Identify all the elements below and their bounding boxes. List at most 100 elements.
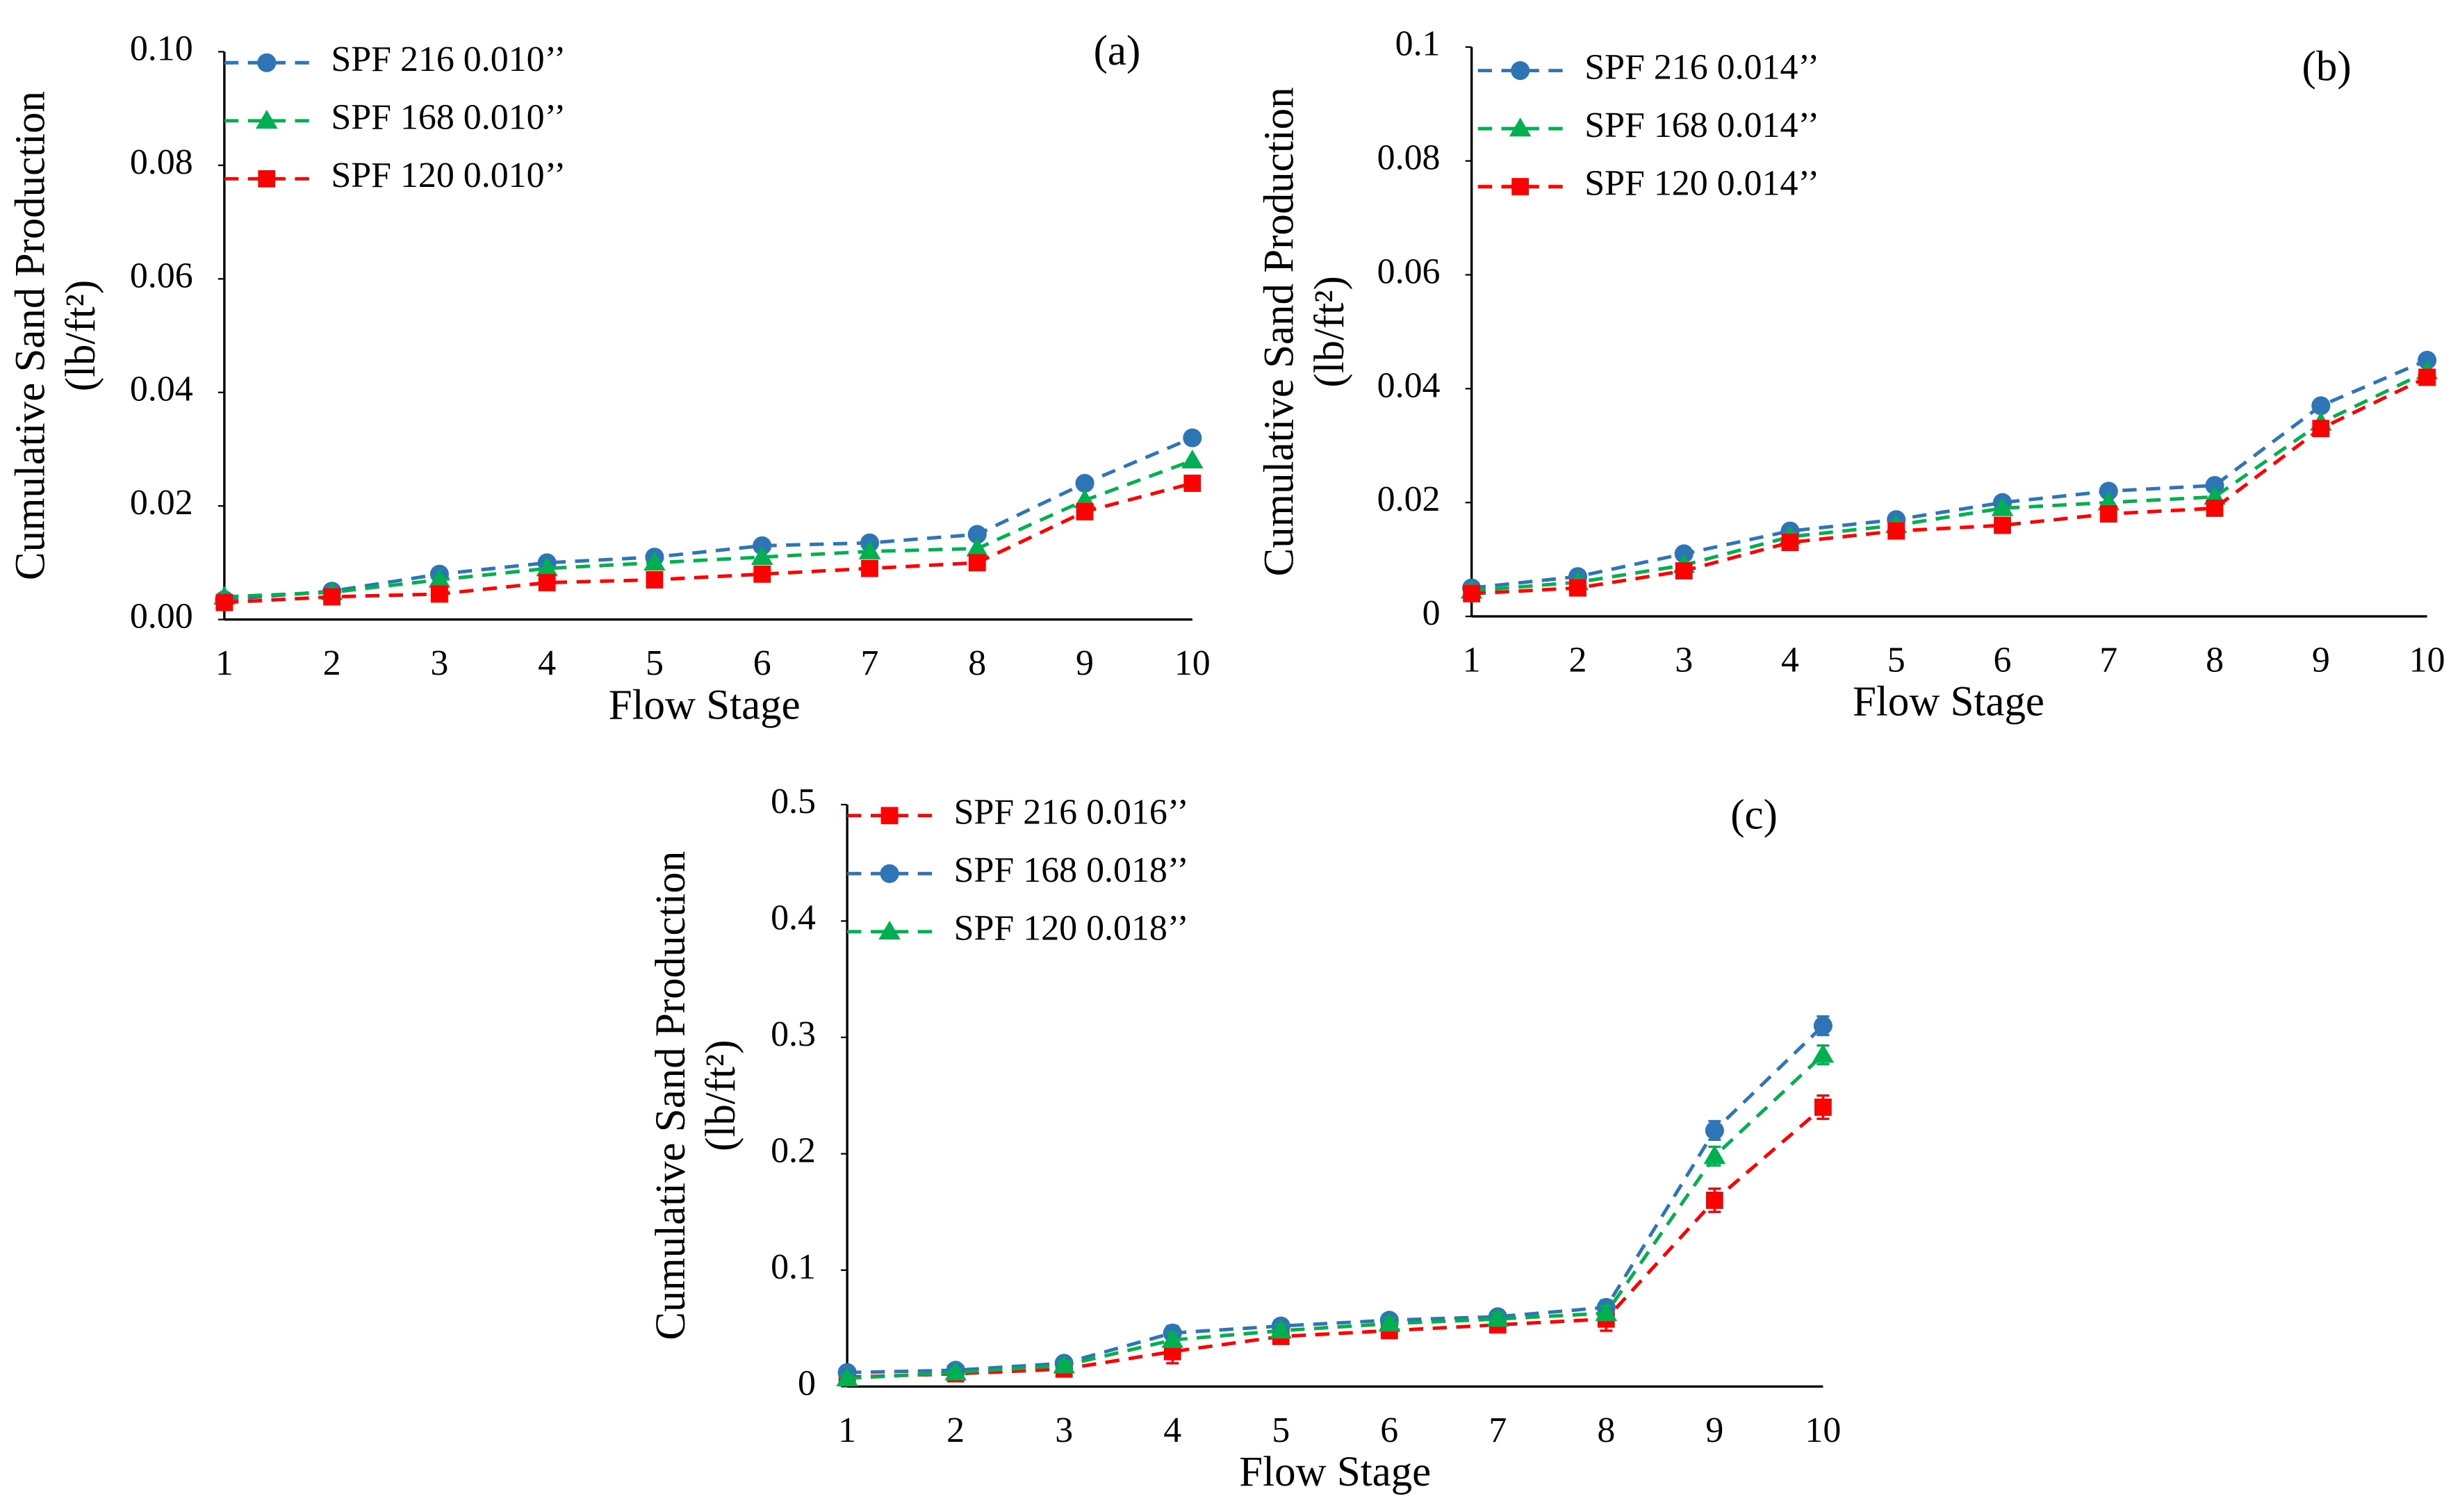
y-axis-label: (lb/ft²) xyxy=(1306,276,1353,387)
panel-label: (a) xyxy=(1094,28,1141,74)
x-tick-label: 8 xyxy=(2206,641,2224,680)
series-line xyxy=(1471,375,2428,595)
marker xyxy=(430,585,448,603)
x-tick-label: 9 xyxy=(1076,643,1094,683)
marker xyxy=(428,568,451,588)
legend-label: SPF 216 0.016’’ xyxy=(954,793,1189,832)
marker xyxy=(1053,1354,1075,1374)
y-tick-label: 0.02 xyxy=(130,483,193,523)
marker xyxy=(538,574,556,591)
x-tick-label: 2 xyxy=(1568,641,1586,680)
x-tick-label: 2 xyxy=(323,643,341,683)
y-tick-label: 0.06 xyxy=(130,256,193,295)
x-tick-label: 1 xyxy=(215,643,233,683)
marker xyxy=(1183,475,1202,492)
y-tick-label: 0 xyxy=(1422,593,1441,633)
x-tick-label: 8 xyxy=(1597,1411,1615,1450)
x-tick-label: 10 xyxy=(2409,641,2445,680)
legend-marker xyxy=(880,807,899,825)
x-tick-label: 3 xyxy=(1675,641,1693,680)
x-tick-label: 5 xyxy=(646,643,664,683)
marker xyxy=(836,1367,858,1386)
x-tick-label: 5 xyxy=(1887,641,1905,680)
x-tick-label: 6 xyxy=(1994,641,2012,680)
marker xyxy=(966,537,989,557)
y-tick-label: 0.02 xyxy=(1377,479,1441,519)
marker xyxy=(1781,534,1799,551)
y-tick-label: 0.1 xyxy=(1395,24,1441,64)
series-line xyxy=(847,1024,1825,1374)
marker xyxy=(944,1361,967,1381)
marker xyxy=(861,559,878,577)
legend-label: SPF 120 0.018’’ xyxy=(954,909,1189,948)
legend-marker xyxy=(255,110,278,129)
series-line xyxy=(846,1053,1825,1381)
x-tick-label: 10 xyxy=(1174,643,1211,683)
legend-marker xyxy=(880,864,899,883)
marker xyxy=(1181,450,1204,469)
x-tick-label: 7 xyxy=(2099,641,2117,680)
marker xyxy=(1812,1044,1835,1063)
marker xyxy=(1183,428,1202,447)
marker xyxy=(2418,368,2436,386)
y-tick-label: 0 xyxy=(798,1363,816,1403)
marker xyxy=(1887,522,1905,540)
y-tick-label: 0.04 xyxy=(1377,365,1441,405)
marker xyxy=(1161,1329,1184,1348)
x-tick-label: 3 xyxy=(430,643,448,683)
x-tick-label: 2 xyxy=(946,1411,965,1450)
y-tick-label: 0.06 xyxy=(1377,252,1441,291)
x-tick-label: 4 xyxy=(1781,641,1799,680)
series-line xyxy=(224,482,1193,605)
marker xyxy=(1991,497,2014,516)
y-tick-label: 0.08 xyxy=(130,142,193,182)
marker xyxy=(646,571,664,589)
marker xyxy=(753,536,772,555)
x-tick-label: 7 xyxy=(861,643,879,683)
legend-marker xyxy=(1511,178,1530,196)
y-axis-label: (lb/ft²) xyxy=(698,1040,744,1151)
marker xyxy=(1463,584,1481,602)
marker xyxy=(1378,1313,1401,1332)
legend-label: SPF 168 0.010’’ xyxy=(331,98,566,138)
series-line xyxy=(1471,370,2428,593)
legend-marker xyxy=(258,170,276,188)
marker xyxy=(751,545,773,566)
y-axis-label: Cumulative Sand Production xyxy=(1256,87,1303,576)
y-tick-label: 0.4 xyxy=(771,898,816,937)
x-tick-label: 9 xyxy=(1705,1411,1723,1450)
marker xyxy=(2311,396,2331,416)
marker xyxy=(215,593,233,611)
x-axis-label: Flow Stage xyxy=(1853,679,2044,725)
marker xyxy=(753,565,771,583)
x-tick-label: 6 xyxy=(1380,1411,1398,1450)
x-tick-label: 10 xyxy=(1805,1411,1841,1450)
marker xyxy=(1813,1016,1832,1035)
x-tick-label: 9 xyxy=(2312,641,2330,680)
x-tick-label: 3 xyxy=(1055,1411,1073,1450)
y-tick-label: 0.1 xyxy=(771,1247,816,1287)
legend-label: SPF 216 0.014’’ xyxy=(1584,48,1819,88)
x-tick-label: 7 xyxy=(1489,1411,1507,1450)
marker xyxy=(1270,1320,1293,1339)
y-axis-label: Cumulative Sand Production xyxy=(648,851,694,1340)
marker xyxy=(536,557,558,577)
legend-label: SPF 168 0.018’’ xyxy=(954,850,1189,890)
x-tick-label: 1 xyxy=(838,1411,856,1450)
y-tick-label: 0.3 xyxy=(771,1014,816,1054)
y-tick-label: 0.08 xyxy=(1377,138,1441,178)
x-tick-label: 4 xyxy=(538,643,556,683)
panel-label: (b) xyxy=(2302,44,2352,90)
x-tick-label: 4 xyxy=(1163,1411,1181,1450)
y-tick-label: 0.5 xyxy=(771,782,816,821)
marker xyxy=(1076,502,1094,520)
marker xyxy=(2205,476,2224,495)
marker xyxy=(1814,1099,1832,1116)
marker xyxy=(1705,1192,1723,1209)
legend-marker xyxy=(1509,117,1532,137)
series-line xyxy=(847,1106,1825,1379)
marker xyxy=(858,540,881,559)
marker xyxy=(1486,1308,1509,1327)
marker xyxy=(2418,350,2437,370)
